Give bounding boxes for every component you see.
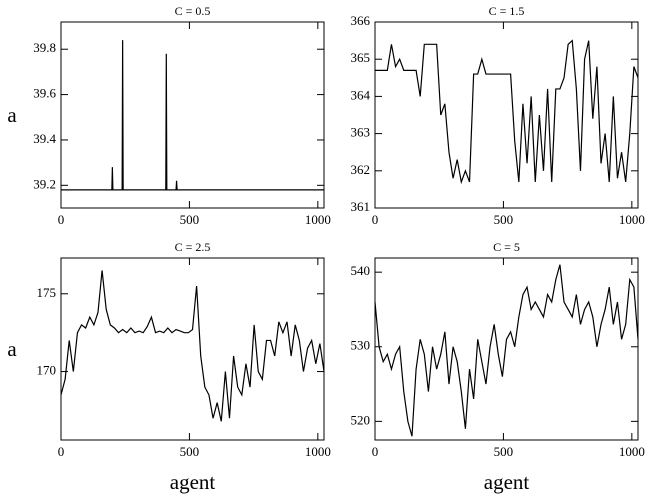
y-tick-label: 363	[351, 125, 371, 140]
data-line	[61, 40, 324, 191]
panel-title: C = 2.5	[175, 240, 211, 254]
x-tick-label: 1000	[619, 444, 645, 459]
y-tick-label: 175	[37, 285, 57, 300]
y-tick-label: 39.2	[33, 176, 56, 191]
x-tick-label: 500	[180, 444, 200, 459]
y-tick-label: 530	[351, 338, 371, 353]
x-tick-label: 1000	[305, 444, 331, 459]
x-axis-label: agent	[170, 470, 216, 494]
x-tick-label: 1000	[619, 212, 645, 227]
plot-frame	[60, 21, 325, 209]
y-axis-label: a	[7, 337, 17, 361]
y-tick-label: 170	[37, 363, 57, 378]
x-tick-label: 0	[372, 212, 379, 227]
y-tick-label: 366	[351, 13, 371, 28]
plot-frame	[374, 21, 639, 209]
x-tick-label: 0	[58, 444, 65, 459]
y-tick-label: 361	[351, 199, 371, 214]
y-tick-label: 39.6	[33, 86, 56, 101]
data-line	[375, 39, 639, 185]
y-tick-label: 39.4	[33, 131, 56, 146]
y-tick-label: 39.8	[33, 40, 56, 55]
panel-title: C = 5	[493, 240, 520, 254]
plot-frame	[60, 257, 325, 441]
y-tick-label: 540	[351, 263, 371, 278]
x-axis-label: agent	[484, 470, 530, 494]
y-tick-label: 362	[351, 162, 371, 177]
panel-title: C = 1.5	[489, 4, 525, 18]
x-tick-label: 0	[58, 212, 65, 227]
y-axis-label: a	[7, 103, 17, 127]
y-tick-label: 365	[351, 50, 371, 65]
x-tick-label: 0	[372, 444, 379, 459]
plot-frame	[374, 257, 639, 441]
y-tick-label: 364	[351, 87, 371, 102]
data-line	[60, 270, 325, 422]
x-tick-label: 1000	[305, 212, 331, 227]
data-line	[374, 264, 639, 437]
panel-title: C = 0.5	[175, 4, 211, 18]
y-tick-label: 520	[351, 412, 371, 427]
x-tick-label: 500	[494, 212, 514, 227]
x-tick-label: 500	[180, 212, 200, 227]
x-tick-label: 500	[494, 444, 514, 459]
